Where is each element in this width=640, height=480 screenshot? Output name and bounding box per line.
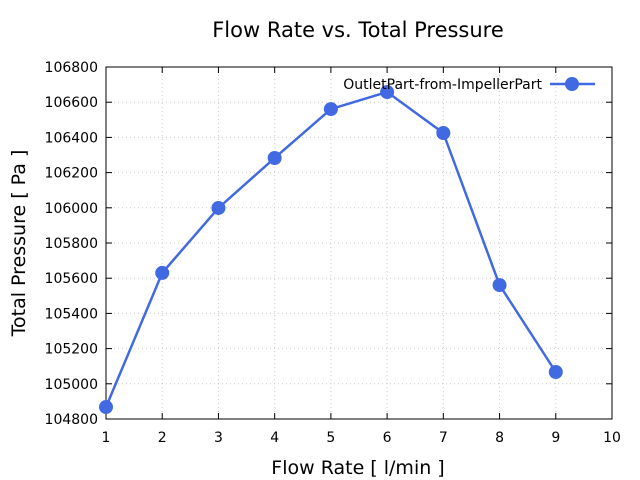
x-axis-label: Flow Rate [ l/min ] [271, 457, 444, 479]
y-tick-label: 105000 [45, 377, 98, 393]
series [99, 84, 563, 415]
x-tick-label: 1 [102, 430, 111, 446]
data-point [155, 265, 170, 280]
data-point [492, 278, 507, 293]
x-tick-label: 3 [214, 430, 223, 446]
y-tick-label: 106200 [45, 166, 98, 182]
y-axis-label: Total Pressure [ Pa ] [8, 150, 30, 338]
grid [105, 66, 613, 420]
legend-label: OutletPart-from-ImpellerPart [343, 77, 542, 93]
data-point [211, 200, 226, 215]
y-tick-label: 105200 [45, 342, 98, 358]
data-point [548, 365, 563, 380]
data-point [380, 84, 395, 99]
y-tick-label: 105400 [45, 306, 98, 322]
x-tick-label: 8 [495, 430, 504, 446]
x-tick-label: 6 [383, 430, 392, 446]
y-tick-label: 105800 [45, 236, 98, 252]
x-tick-label: 2 [158, 430, 167, 446]
x-tick-label: 5 [326, 430, 335, 446]
y-tick-label: 106000 [45, 201, 98, 217]
legend-marker [565, 77, 579, 91]
data-point [267, 150, 282, 165]
y-tick-label: 106400 [45, 130, 98, 146]
x-tick-label: 7 [439, 430, 448, 446]
y-tick-label: 105600 [45, 271, 98, 287]
x-tick-label: 4 [270, 430, 279, 446]
y-tick-label: 106800 [45, 60, 98, 76]
legend: OutletPart-from-ImpellerPart [343, 77, 595, 93]
chart-title: Flow Rate vs. Total Pressure [212, 18, 504, 42]
y-tick-label: 104800 [45, 412, 98, 428]
x-tick-label: 9 [551, 430, 560, 446]
data-point [323, 102, 338, 117]
data-point [436, 126, 451, 140]
y-tick-label: 106600 [45, 95, 98, 111]
x-tick-label: 10 [603, 430, 621, 446]
plot-frame [105, 66, 613, 420]
ticks: 1 2 3 4 5 6 7 8 9 10 104800 105000 105200 105400 10560… [45, 60, 621, 446]
data-point [99, 400, 113, 415]
